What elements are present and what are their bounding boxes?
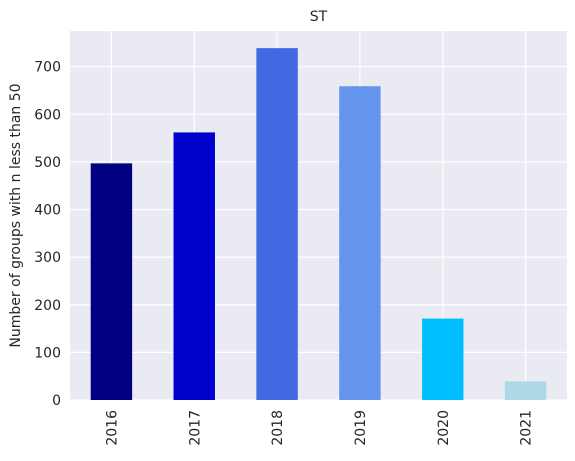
bar-2019	[339, 86, 381, 401]
bar-2016	[90, 163, 133, 400]
bar-2018	[256, 48, 298, 400]
y-tick-label: 500	[34, 155, 61, 171]
y-axis-label: Number of groups with n less than 50	[8, 83, 24, 347]
y-tick-label: 400	[34, 203, 61, 219]
x-tick-labels: 2016 2017 2018 2019 2020 2021	[104, 410, 534, 446]
y-tick-label: 300	[34, 250, 61, 266]
y-tick-label: 200	[34, 298, 61, 314]
x-tick-label: 2017	[187, 410, 203, 446]
y-tick-label: 0	[52, 393, 61, 409]
bar-2020	[422, 318, 464, 400]
bar-2021	[504, 381, 547, 400]
bar-2017	[173, 132, 215, 401]
x-tick-label: 2018	[270, 410, 286, 446]
x-tick-label: 2020	[436, 410, 452, 446]
y-tick-label: 600	[34, 107, 61, 123]
y-tick-label: 100	[34, 345, 61, 361]
plot-background	[70, 31, 567, 400]
x-tick-label: 2019	[353, 410, 369, 446]
y-tick-labels: 0 100 200 300 400 500 600 700	[34, 60, 61, 409]
chart-title: ST	[310, 9, 328, 25]
bars	[90, 48, 547, 401]
y-tick-label: 700	[34, 60, 61, 76]
x-tick-label: 2021	[519, 410, 535, 446]
x-tick-label: 2016	[104, 410, 120, 446]
